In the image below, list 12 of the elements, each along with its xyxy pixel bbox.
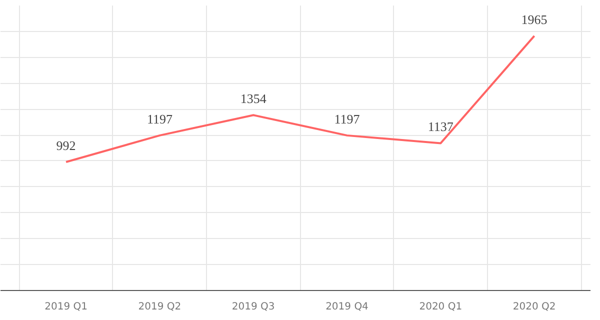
data-label: 1197 xyxy=(334,111,360,126)
data-label: 992 xyxy=(56,138,76,153)
x-tick-label: 2020 Q1 xyxy=(419,302,462,312)
x-tick-label: 2020 Q2 xyxy=(512,302,556,312)
data-label: 1354 xyxy=(240,91,267,106)
x-tick-label: 2019 Q1 xyxy=(44,302,88,312)
x-tick-label: 2019 Q2 xyxy=(138,302,182,312)
data-label: 1137 xyxy=(428,119,454,134)
data-label: 1197 xyxy=(146,111,173,126)
x-tick-label: 2019 Q4 xyxy=(326,302,368,312)
data-label: 1965 xyxy=(521,12,548,27)
x-tick-label: 2019 Q3 xyxy=(232,302,275,312)
